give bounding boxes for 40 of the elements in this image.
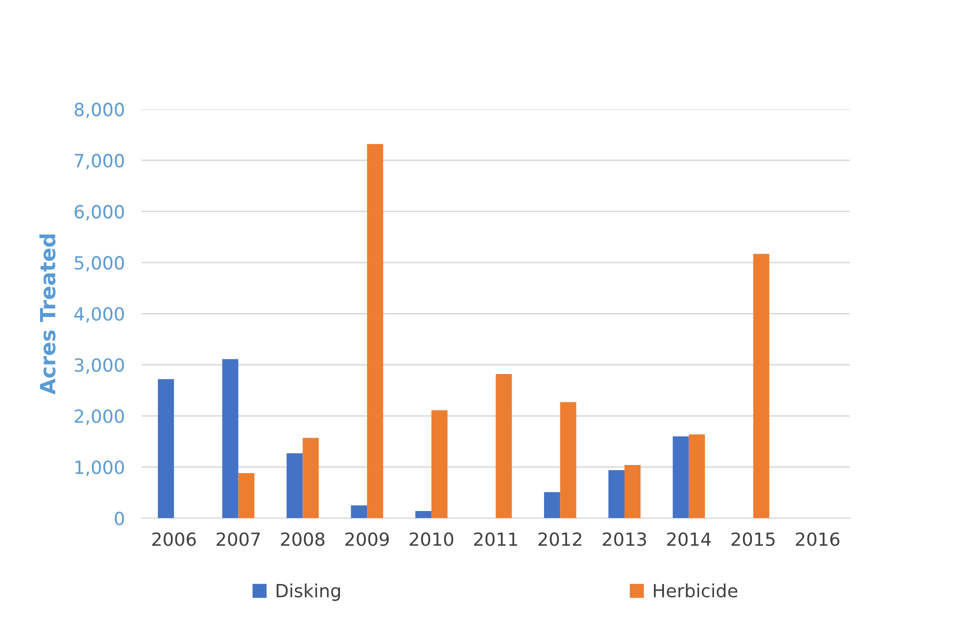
bar xyxy=(624,465,641,518)
x-tick-label: 2007 xyxy=(216,532,260,546)
bar xyxy=(238,473,254,518)
y-tick-label: 8,000 xyxy=(74,102,124,118)
bar xyxy=(286,453,303,518)
x-tick-label: 2006 xyxy=(152,532,196,546)
x-tick-label: 2013 xyxy=(602,532,646,546)
y-tick-label: 4,000 xyxy=(74,307,124,323)
bar xyxy=(608,470,624,518)
bar xyxy=(158,379,174,518)
x-tick-label: 2010 xyxy=(410,532,454,546)
legend-label: Disking xyxy=(276,583,340,601)
x-tick-label: 2016 xyxy=(796,532,840,546)
legend-label: Herbicide xyxy=(654,583,738,598)
x-tick-label: 2014 xyxy=(667,532,711,546)
x-tick-label: 2009 xyxy=(345,532,389,546)
y-tick-label: 3,000 xyxy=(74,358,124,374)
y-tick-label: 2,000 xyxy=(74,409,124,425)
bar xyxy=(415,511,432,518)
bar xyxy=(350,505,368,518)
x-tick-label: 2011 xyxy=(474,532,518,546)
bar xyxy=(753,254,770,518)
bar xyxy=(496,374,512,518)
y-tick-label: 5,000 xyxy=(74,256,124,272)
y-tick-label: 1,000 xyxy=(75,460,124,476)
x-tick-label: 2015 xyxy=(732,532,775,546)
y-tick-label: 0 xyxy=(114,512,124,526)
bar xyxy=(672,436,689,518)
bar xyxy=(302,438,319,518)
bar xyxy=(688,434,705,518)
bar xyxy=(544,492,560,518)
x-tick-label: 2008 xyxy=(281,532,324,546)
y-tick-label: 7,000 xyxy=(74,154,124,170)
bar xyxy=(367,144,384,518)
bar xyxy=(222,359,238,518)
y-axis-title: Acres Treated xyxy=(39,234,56,395)
x-tick-label: 2012 xyxy=(538,532,582,546)
bar xyxy=(560,402,576,518)
y-tick-label: 6,000 xyxy=(74,204,124,220)
bar xyxy=(431,410,448,518)
